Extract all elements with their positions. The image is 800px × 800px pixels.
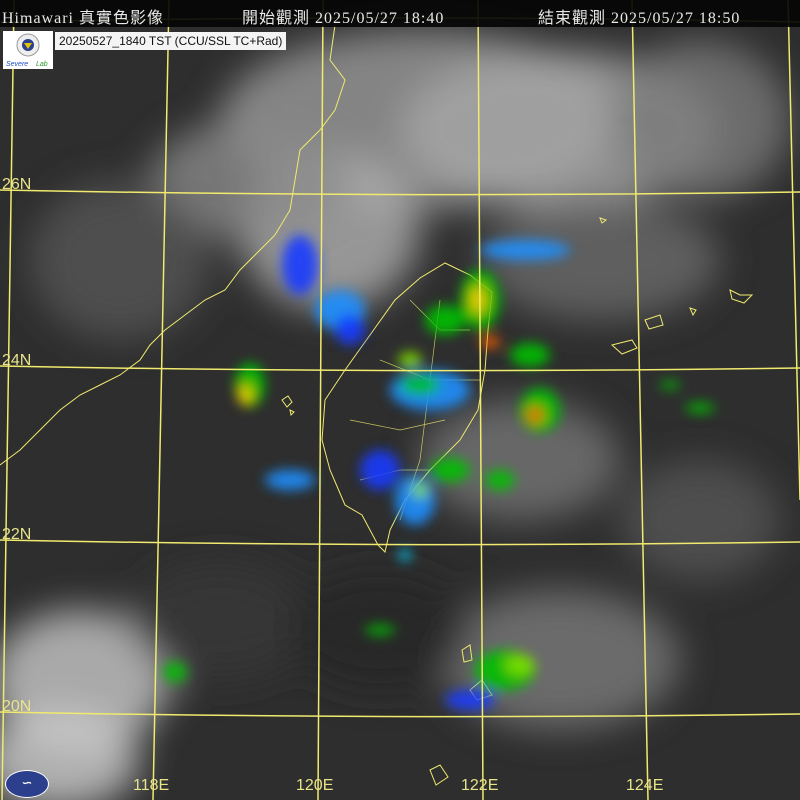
header-bar: Himawari 真實色影像 開始觀測 2025/05/27 18:40 結束觀… [0, 0, 800, 27]
grid-lon-124e [631, 0, 649, 800]
radar-echo [265, 470, 315, 490]
radar-echo [480, 336, 500, 348]
radar-echo [660, 381, 680, 389]
cloud-mass [420, 400, 620, 520]
radar-echo [335, 315, 365, 345]
grid-lon-126e [787, 0, 800, 501]
lon-label-118e: 118E [133, 777, 170, 794]
radar-echo [282, 235, 318, 295]
product-title: Himawari 真實色影像 [2, 10, 164, 27]
radar-echo [395, 475, 435, 525]
start-label: 開始觀測 [242, 10, 311, 27]
timestamp-label: 20250527_1840 TST (CCU/SSL TC+Rad) [55, 32, 287, 50]
start-time-value: 2025/05/27 18:40 [315, 10, 445, 27]
radar-echoes [163, 235, 715, 710]
start-time: 開始觀測 2025/05/27 18:40 [242, 4, 444, 28]
lat-label-24n: 24N [2, 352, 32, 369]
cwa-logo: ∽ [5, 770, 49, 798]
lon-label-122e: 122E [461, 777, 499, 794]
radar-echo [412, 482, 428, 498]
grid-lon-118e [152, 0, 170, 800]
radar-echo [398, 352, 422, 368]
penghu-islands [281, 395, 295, 417]
radar-echo [527, 407, 543, 423]
grid-lat-24n [0, 365, 800, 372]
radar-echo [510, 343, 550, 367]
radar-echo [505, 655, 535, 675]
end-time-value: 2025/05/27 18:50 [611, 10, 741, 27]
ryukyu-islands [599, 217, 754, 355]
end-label: 結束觀測 [538, 10, 607, 27]
radar-echo [365, 625, 395, 635]
radar-echo [238, 385, 252, 405]
radar-echo [485, 470, 515, 490]
cloud-mass [620, 460, 780, 580]
cloud-mass [480, 200, 720, 320]
grid-lon-122e [477, 0, 484, 800]
svg-text:Severe: Severe [6, 61, 28, 68]
end-time: 結束觀測 2025/05/27 18:50 [538, 4, 740, 28]
radar-echo [685, 403, 715, 413]
radar-echo [470, 286, 486, 314]
radar-echo [400, 375, 440, 395]
radar-echo [360, 450, 400, 490]
radar-echo [445, 690, 495, 710]
lat-label-20n: 20N [2, 698, 32, 715]
lab-logo: Severe Lab [3, 31, 53, 69]
radar-echo [399, 549, 411, 561]
grid-lat-22n [0, 539, 800, 546]
radar-echo [425, 305, 465, 335]
svg-text:Lab: Lab [36, 61, 48, 68]
lat-label-26n: 26N [2, 176, 32, 193]
radar-echo [163, 662, 187, 682]
lat-label-22n: 22N [2, 526, 32, 543]
grid-lat-20n [0, 711, 800, 718]
lon-label-120e: 120E [296, 777, 334, 794]
cloud-mass [610, 40, 790, 200]
grid-lon-120e [317, 0, 324, 800]
grid-lon-116e [1, 0, 15, 800]
grid-lat-26n [0, 189, 800, 196]
lon-label-124e: 124E [626, 777, 664, 794]
taiwan-coastline [321, 262, 493, 553]
cloud-mass [130, 560, 310, 680]
cloud-mass [440, 590, 680, 730]
radar-echo [480, 240, 570, 260]
radar-echo [430, 458, 470, 482]
